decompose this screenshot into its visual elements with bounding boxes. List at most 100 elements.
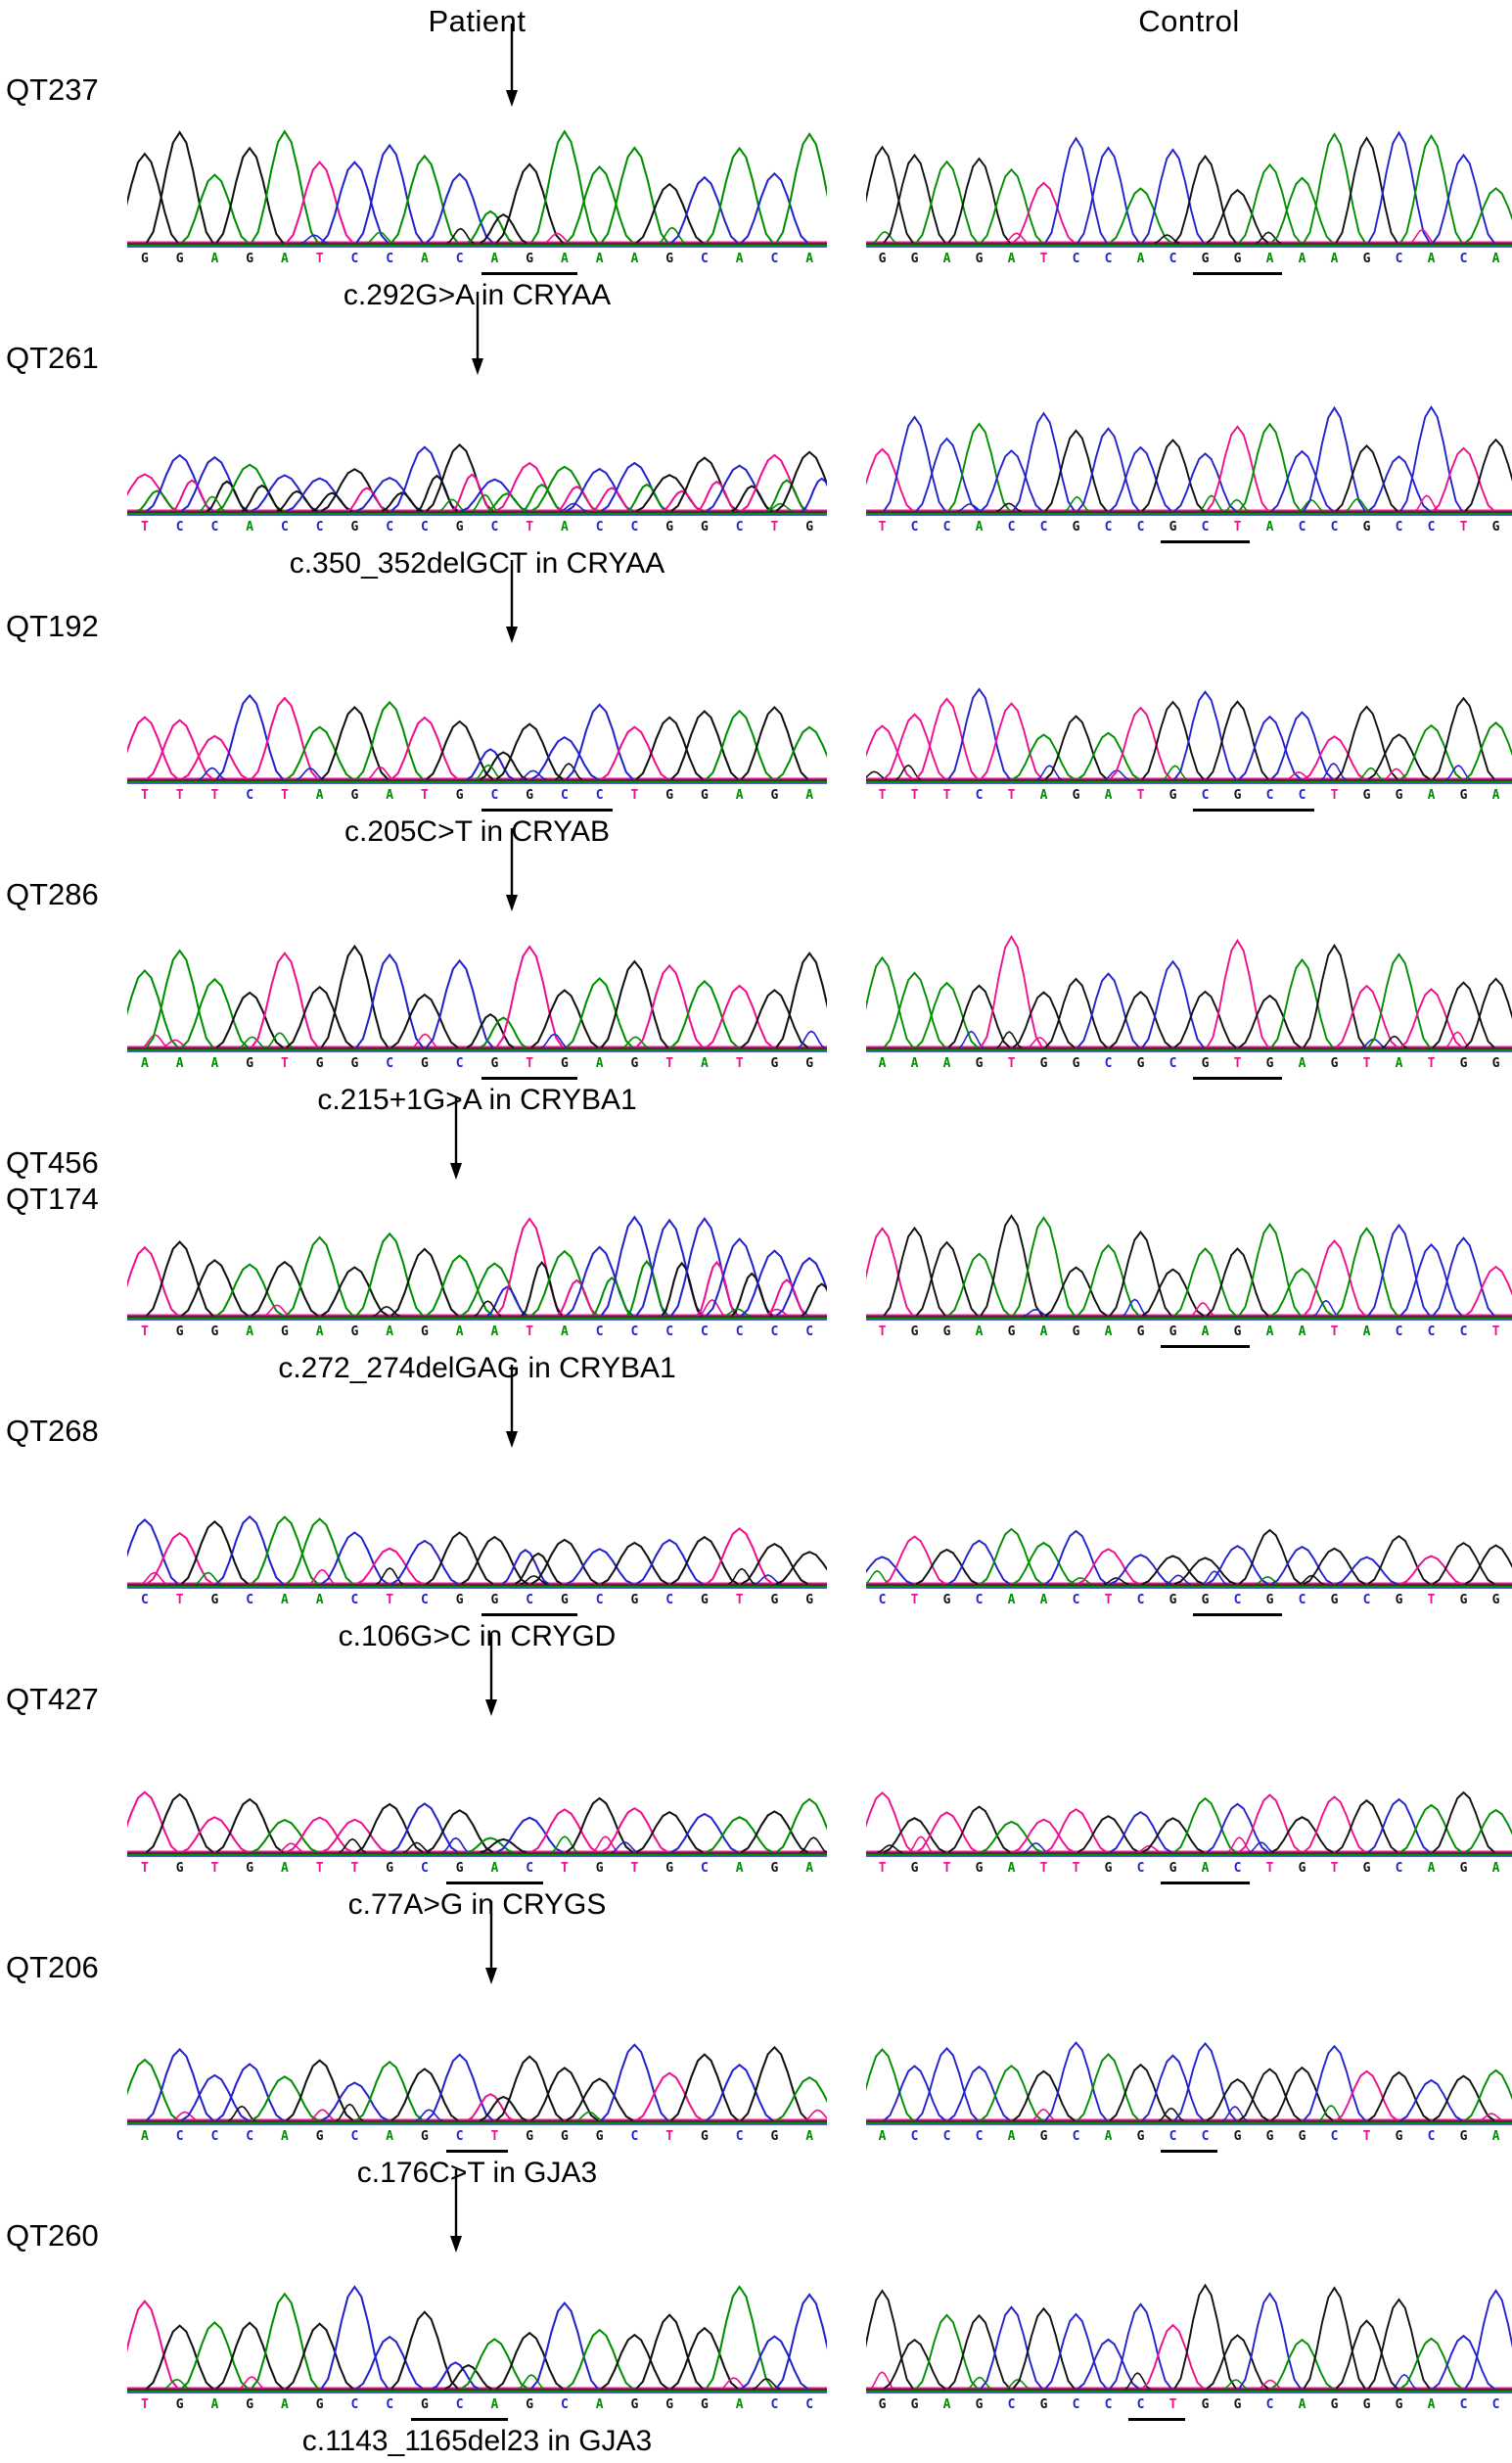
base-letter: T xyxy=(665,1056,674,1071)
base-letter: C xyxy=(1136,1593,1145,1607)
base-letter: T xyxy=(1459,520,1468,534)
mutation-arrow-icon xyxy=(506,828,519,911)
base-letter: T xyxy=(1039,252,1048,266)
base-letter: G xyxy=(1362,1861,1371,1876)
base-letter: G xyxy=(1459,1861,1468,1876)
base-letter: G xyxy=(630,1593,639,1607)
base-letter: A xyxy=(805,788,814,803)
mutation-caption: c.1143_1165del23 in GJA3 xyxy=(301,2425,653,2457)
base-letter: G xyxy=(246,1861,254,1876)
sample-id-line: QT427 xyxy=(6,1682,99,1716)
base-letter: C xyxy=(942,520,951,534)
base-letter: A xyxy=(560,1324,569,1339)
base-letter: T xyxy=(560,1861,569,1876)
base-letter: A xyxy=(1362,1324,1371,1339)
sample-id-line: QT237 xyxy=(6,72,99,107)
base-letter: G xyxy=(1007,1324,1016,1339)
base-letter: C xyxy=(210,2129,219,2144)
base-letter: G xyxy=(1233,2129,1242,2144)
base-letter: G xyxy=(1459,1593,1468,1607)
base-letter: C xyxy=(246,788,254,803)
base-letter: T xyxy=(386,1593,394,1607)
base-letter: G xyxy=(1201,2397,1210,2412)
base-letter: G xyxy=(1330,1593,1339,1607)
base-letter: C xyxy=(280,520,289,534)
base-letter: G xyxy=(770,788,779,803)
base-letter: C xyxy=(942,2129,951,2144)
chromatogram-row: QT268 C T G C A A C T C G G C G C G C G T G G c.106G>C in C… xyxy=(0,1365,1512,1653)
base-letter: C xyxy=(386,1056,394,1071)
base-letter: A xyxy=(878,1056,887,1071)
base-letter: C xyxy=(490,520,499,534)
base-letter: A xyxy=(1136,252,1145,266)
mutation-underline xyxy=(1160,2150,1218,2153)
base-letter: A xyxy=(315,1324,324,1339)
base-letter: C xyxy=(1201,2129,1210,2144)
base-letter: T xyxy=(280,1056,289,1071)
base-letter: T xyxy=(140,1861,149,1876)
base-letter: T xyxy=(910,788,919,803)
base-letter: T xyxy=(210,1861,219,1876)
base-letter: C xyxy=(700,252,709,266)
base-letter: G xyxy=(1233,2397,1242,2412)
base-letter: A xyxy=(595,252,604,266)
sample-id-line: QT268 xyxy=(6,1414,99,1448)
base-letter: C xyxy=(1459,1324,1468,1339)
base-letter: C xyxy=(1427,1324,1436,1339)
arrow-zone xyxy=(127,1633,827,1716)
base-letter: C xyxy=(595,1324,604,1339)
base-letter: C xyxy=(1395,1324,1403,1339)
base-letter: C xyxy=(455,252,464,266)
base-letter: C xyxy=(1427,2129,1436,2144)
sample-id-line: QT260 xyxy=(6,2218,99,2253)
base-letter: C xyxy=(350,2129,359,2144)
base-letter: A xyxy=(1491,1861,1500,1876)
base-letter: G xyxy=(1233,252,1242,266)
base-letter: C xyxy=(140,1593,149,1607)
base-letter: C xyxy=(1395,520,1403,534)
base-letter: T xyxy=(942,788,951,803)
base-letter: A xyxy=(455,1324,464,1339)
base-letter: A xyxy=(735,252,744,266)
arrow-zone xyxy=(866,1116,1512,1177)
base-letter: G xyxy=(1265,1593,1274,1607)
mutation-arrow-icon xyxy=(450,1096,463,1180)
base-letter: G xyxy=(910,252,919,266)
base-letter: A xyxy=(1298,1324,1306,1339)
base-letter: G xyxy=(315,1056,324,1071)
base-letter: A xyxy=(560,520,569,534)
base-letter: A xyxy=(280,1593,289,1607)
patient-chromatogram: T G T G A T T G C G A C T G T G C A G A c.77A>G in CRYGS xyxy=(127,1633,827,1922)
base-letter: G xyxy=(1459,1056,1468,1071)
base-letter: A xyxy=(490,2397,499,2412)
column-headers: Patient Control xyxy=(0,0,1512,43)
mutation-underline xyxy=(481,809,614,812)
base-letter: G xyxy=(386,1861,394,1876)
base-letter: C xyxy=(910,520,919,534)
base-letter: T xyxy=(1039,1861,1048,1876)
base-letter: C xyxy=(1007,2397,1016,2412)
base-letter: G xyxy=(175,1861,184,1876)
base-letter: T xyxy=(1007,1056,1016,1071)
base-letter: A xyxy=(595,1056,604,1071)
base-letter: C xyxy=(1072,252,1080,266)
base-letter: C xyxy=(1104,520,1113,534)
sequence-trace xyxy=(127,129,827,248)
base-letter: G xyxy=(455,520,464,534)
mutation-underline xyxy=(1160,1882,1251,1884)
base-letter: G xyxy=(246,2397,254,2412)
base-letter: T xyxy=(140,1324,149,1339)
base-letter: G xyxy=(1362,788,1371,803)
base-letter: G xyxy=(975,1056,984,1071)
base-letter: A xyxy=(595,2397,604,2412)
base-letter: A xyxy=(1039,1324,1048,1339)
base-letter: G xyxy=(1201,252,1210,266)
sample-id: QT456 QT174 xyxy=(0,1116,127,1385)
